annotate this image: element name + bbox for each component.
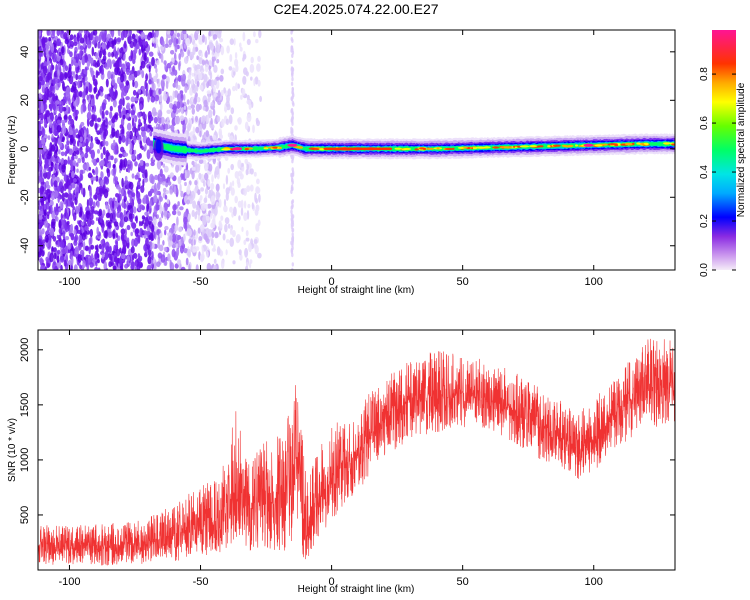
x-tick-label: 50 bbox=[457, 576, 469, 588]
y-tick-label: 1500 bbox=[19, 393, 31, 417]
y-tick-label: 1000 bbox=[19, 448, 31, 472]
snr-panel: -100 -50 0 50 100 500 1000 1500 2000 Height of … bbox=[7, 329, 676, 595]
y-tick-label: 0 bbox=[19, 146, 31, 152]
chart-title: C2E4.2025.074.22.00.E27 bbox=[273, 1, 438, 17]
x-tick-label: -100 bbox=[58, 276, 80, 288]
peak-spot bbox=[583, 143, 594, 147]
spectrogram-panel: -100 -50 0 50 100 40 20 0 -20 -40 Height of stra… bbox=[7, 29, 676, 296]
colorbar-tick-label: 0.0 bbox=[699, 263, 710, 277]
colorbar-tick-label: 0.6 bbox=[699, 116, 710, 130]
spectrogram-frame bbox=[37, 29, 676, 271]
colorbar-tick-label: 0.4 bbox=[699, 165, 710, 179]
snr-x-axis-title: Height of straight line (km) bbox=[298, 584, 415, 595]
spectrogram-peak-spots bbox=[221, 142, 675, 151]
snr-y-ticks: 500 1000 1500 2000 bbox=[19, 338, 675, 524]
snr-frame bbox=[37, 329, 676, 571]
snr-x-ticks: -100 -50 0 50 100 bbox=[58, 330, 603, 588]
spectrogram-x-axis-title: Height of straight line (km) bbox=[298, 285, 415, 296]
y-tick-label: 2000 bbox=[19, 338, 31, 362]
peak-spot bbox=[232, 147, 243, 151]
x-tick-label: -50 bbox=[193, 276, 209, 288]
spectrogram-signal-band bbox=[153, 128, 675, 166]
snr-y-axis-title: SNR (10 * v/v) bbox=[7, 418, 18, 482]
colorbar: 0.0 0.2 0.4 0.6 0.8 Normalized spectral ampl… bbox=[699, 30, 747, 277]
colorbar-tick-label: 0.2 bbox=[699, 214, 710, 228]
peak-spot bbox=[287, 143, 298, 147]
x-tick-label: 100 bbox=[585, 576, 603, 588]
x-tick-label: -100 bbox=[58, 576, 80, 588]
colorbar-ticks: 0.0 0.2 0.4 0.6 0.8 bbox=[699, 67, 736, 277]
y-tick-label: -40 bbox=[19, 238, 31, 254]
colorbar-title: Normalized spectral amplitude bbox=[736, 82, 747, 217]
x-tick-label: -50 bbox=[193, 576, 209, 588]
x-tick-label: 0 bbox=[329, 576, 335, 588]
y-tick-label: 500 bbox=[19, 506, 31, 524]
spectrogram-noise-layer bbox=[38, 30, 295, 270]
x-tick-label: 0 bbox=[329, 276, 335, 288]
colorbar-gradient bbox=[712, 30, 736, 270]
x-tick-label: 50 bbox=[457, 276, 469, 288]
spectrogram-y-axis-title: Frequency (Hz) bbox=[7, 116, 18, 185]
y-tick-label: -20 bbox=[19, 189, 31, 205]
colorbar-tick-label: 0.8 bbox=[699, 67, 710, 81]
y-tick-label: 40 bbox=[19, 46, 31, 58]
spectrogram-y-ticks: 40 20 0 -20 -40 bbox=[19, 46, 675, 254]
y-tick-label: 20 bbox=[19, 94, 31, 106]
x-tick-label: 100 bbox=[585, 276, 603, 288]
snr-series-line bbox=[38, 338, 675, 566]
spectrogram-x-ticks: -100 -50 0 50 100 bbox=[58, 30, 603, 288]
